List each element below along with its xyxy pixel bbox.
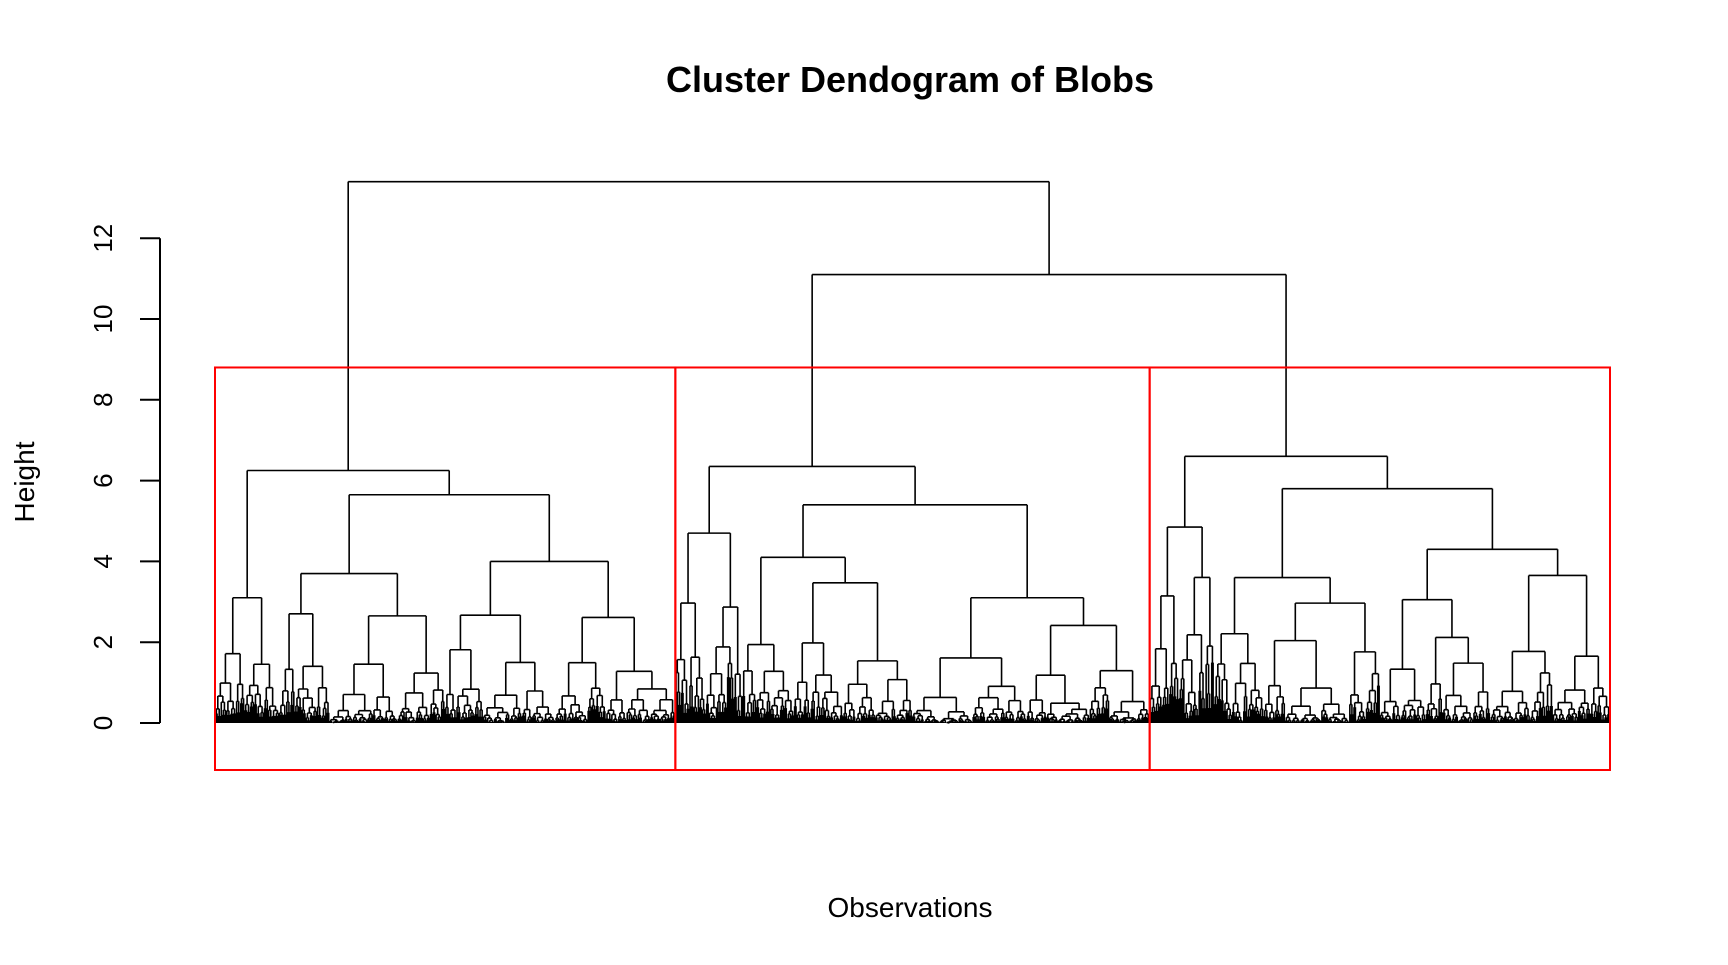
dendrogram-branches [214,180,1611,724]
cluster-box-3 [1148,366,1612,771]
chart-title: Cluster Dendogram of Blobs [666,59,1154,100]
y-tick-label: 12 [88,224,118,253]
cluster-boxes [214,366,1612,771]
y-axis: 0 2 4 6 8 10 12 [88,224,161,730]
y-tick-label: 8 [88,393,118,407]
y-tick-label: 4 [88,554,118,568]
y-tick-label: 2 [88,635,118,649]
dendrogram-branch-path [214,180,1611,724]
y-tick-label: 0 [88,716,118,730]
x-axis-label: Observations [828,892,993,923]
y-tick-label: 10 [88,305,118,334]
y-axis-label: Height [9,441,40,522]
y-tick-label: 6 [88,473,118,487]
